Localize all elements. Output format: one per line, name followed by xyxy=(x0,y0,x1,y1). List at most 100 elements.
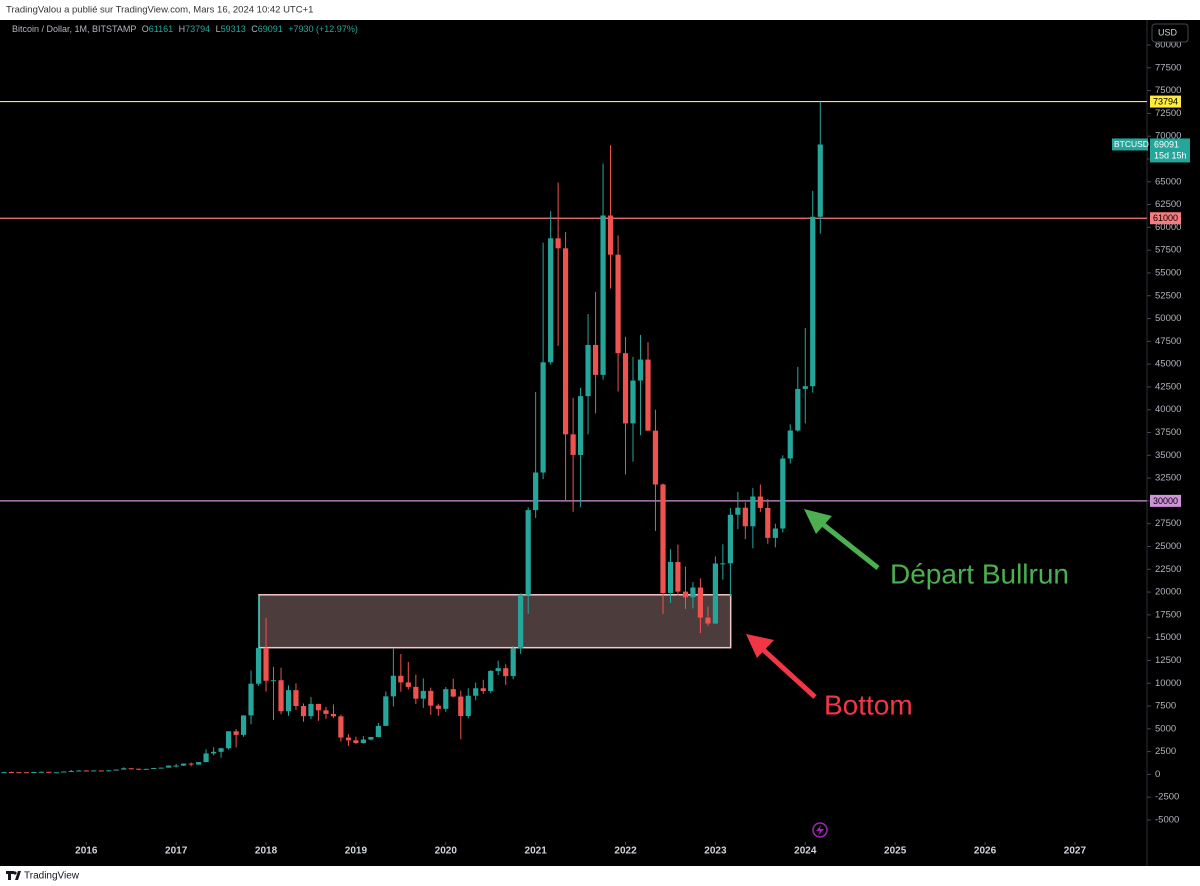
y-tick-label: 40000 xyxy=(1155,404,1181,415)
candle-body xyxy=(592,344,599,375)
candle-body xyxy=(375,725,381,738)
y-tick-label: 37500 xyxy=(1155,427,1181,438)
y-tick-label: 72500 xyxy=(1155,108,1181,119)
candle-body xyxy=(787,430,793,459)
candle-body xyxy=(383,696,389,726)
x-tick-label: 2018 xyxy=(255,846,278,857)
brand-logo xyxy=(6,871,21,880)
candle-body xyxy=(495,668,501,671)
symbol-title: Bitcoin / Dollar, 1M, BITSTAMP xyxy=(12,24,136,34)
candle-body xyxy=(368,737,374,740)
level-label: 30000 xyxy=(1153,496,1178,506)
arrow-green xyxy=(804,509,880,570)
candle-body xyxy=(555,238,561,249)
y-tick-label: 10000 xyxy=(1155,678,1181,689)
symbol-label: BTCUSD xyxy=(1114,139,1149,149)
candle-body xyxy=(53,772,59,774)
candle-body xyxy=(645,359,651,431)
candle-body xyxy=(128,768,134,770)
lightning-icon[interactable] xyxy=(812,822,828,838)
candle-body xyxy=(570,434,576,455)
candle-body xyxy=(225,731,232,749)
candle-body xyxy=(413,686,419,699)
level-label: 73794 xyxy=(1153,96,1178,106)
candle-body xyxy=(98,770,104,772)
y-tick-label: 35000 xyxy=(1155,450,1181,461)
x-tick-label: 2016 xyxy=(75,846,98,857)
candle-body xyxy=(652,430,659,485)
candle-body xyxy=(285,690,292,712)
candle-body xyxy=(473,688,479,696)
candle-body xyxy=(278,680,284,712)
price-label: 69091 xyxy=(1154,139,1179,149)
brand: TradingView xyxy=(24,871,80,882)
currency[interactable]: USD xyxy=(1158,27,1178,37)
y-tick-label: 60000 xyxy=(1155,222,1181,233)
chart-background xyxy=(0,20,1200,866)
y-tick-label: 70000 xyxy=(1155,131,1181,142)
candle-body xyxy=(1,772,7,774)
candle-body xyxy=(323,710,329,714)
candle-body xyxy=(562,248,569,435)
candle-body xyxy=(263,647,269,681)
candle-body xyxy=(667,561,674,593)
candle-body xyxy=(607,215,614,255)
y-tick-label: -2500 xyxy=(1155,792,1179,803)
level-label-box xyxy=(1150,95,1181,108)
candle-body xyxy=(353,740,359,744)
y-tick-label: 2500 xyxy=(1155,746,1176,757)
candle-body xyxy=(121,768,127,770)
symbol-box xyxy=(1112,138,1148,151)
candle-body xyxy=(465,695,471,716)
level-label-box xyxy=(1150,494,1181,507)
x-tick-label: 2023 xyxy=(704,846,727,857)
candle-body xyxy=(91,770,97,772)
legend: Bitcoin / Dollar, 1M, BITSTAMP O61161 H7… xyxy=(12,24,358,34)
y-tick-label: 22500 xyxy=(1155,564,1181,575)
ohlc-value: 69091 xyxy=(258,24,283,34)
candle-body xyxy=(488,670,494,692)
candle-body xyxy=(518,594,524,649)
ohlc-prefix: L xyxy=(216,24,221,34)
candle-body xyxy=(675,561,681,592)
y-tick-label: -5000 xyxy=(1155,815,1179,826)
y-tick-label: 57500 xyxy=(1155,245,1181,256)
y-tick-label: 7500 xyxy=(1155,701,1176,712)
y-tick-label: 75000 xyxy=(1155,85,1181,96)
ohlc-value: 73794 xyxy=(185,24,210,34)
candle-body xyxy=(727,514,734,564)
y-tick-label: 62500 xyxy=(1155,199,1181,210)
candle-body xyxy=(240,715,247,735)
candle-body xyxy=(218,748,224,752)
ohlc-prefix: C xyxy=(251,24,258,34)
y-tick-label: 77500 xyxy=(1155,62,1181,73)
candle-body xyxy=(577,396,584,455)
candle-body xyxy=(390,675,396,697)
y-tick-label: 5000 xyxy=(1155,723,1176,734)
candle-body xyxy=(765,507,771,538)
y-tick-label: 15000 xyxy=(1155,632,1181,643)
candle-body xyxy=(181,763,187,766)
candle-body xyxy=(443,689,449,709)
candle-body xyxy=(660,484,666,593)
candle-body xyxy=(802,386,808,389)
ohlc-value: 61161 xyxy=(149,24,173,34)
candle-body xyxy=(300,706,307,717)
y-tick-label: 0 xyxy=(1155,769,1160,780)
candle-body xyxy=(548,238,554,363)
candle-body xyxy=(83,770,89,772)
arrow-red xyxy=(746,634,817,699)
annotation: Bottom xyxy=(824,689,913,720)
candle-body xyxy=(345,737,352,741)
price-box xyxy=(1150,138,1190,163)
candle-body xyxy=(315,703,322,711)
candle-body xyxy=(188,763,194,765)
currency-button[interactable] xyxy=(1151,23,1189,43)
candle-body xyxy=(637,359,644,381)
candle-body xyxy=(705,617,711,624)
candle-body xyxy=(720,563,726,565)
candle-body xyxy=(533,472,539,511)
candle-body xyxy=(712,563,719,624)
candle-body xyxy=(510,648,516,677)
